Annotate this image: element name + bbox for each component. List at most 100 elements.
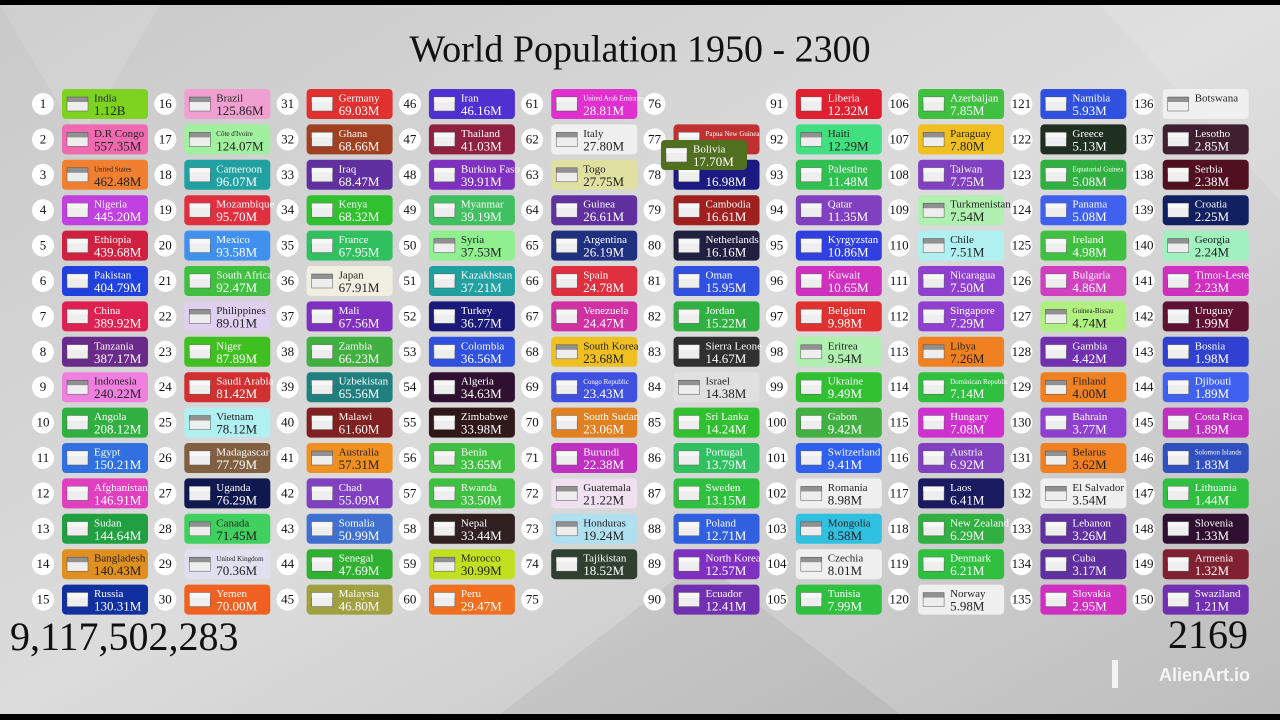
country-card: [551, 89, 638, 119]
population-value: 57.31M: [339, 457, 380, 472]
country-card: [551, 549, 638, 580]
flag-stripe: [800, 203, 822, 209]
country-name: Philippines: [216, 305, 266, 317]
rank-badge: [765, 340, 788, 363]
bg-shape: [0, 5, 160, 140]
flag-stripe: [311, 557, 333, 563]
country-name: South Africa: [216, 270, 272, 282]
rank-number: 80: [648, 238, 661, 253]
flag-stripe: [556, 486, 578, 492]
country-name: Swaziland: [1195, 588, 1241, 600]
population-value: 1.99M: [1195, 315, 1230, 330]
rank-number: 144: [1134, 379, 1154, 394]
rank-badge: [1010, 340, 1033, 363]
flag-stripe: [311, 274, 333, 279]
country-card: [795, 478, 882, 509]
rank-number: 113: [890, 344, 909, 359]
rank-number: 96: [770, 273, 784, 288]
rank-badge: [398, 553, 421, 576]
flag-stripe: [923, 451, 945, 456]
rank-number: 89: [648, 556, 661, 571]
rank-badge: [1010, 93, 1033, 115]
rank-number: 122: [1012, 131, 1032, 146]
country-card: [428, 478, 515, 509]
rank-badge: [276, 482, 299, 505]
country-name: Cambodia: [706, 199, 751, 211]
flag-stripe: [923, 97, 945, 102]
population-value: 70.36M: [216, 563, 257, 578]
country-name: Haiti: [828, 128, 850, 140]
rank-badge: [1010, 128, 1033, 151]
country-card: [1040, 230, 1127, 261]
country-card: [428, 159, 515, 190]
country-card: [62, 195, 148, 226]
flag-stripe: [433, 274, 455, 279]
flag-stripe: [189, 521, 211, 527]
rank-badge: [32, 411, 54, 434]
country-card: [918, 301, 1005, 332]
rank-badge: [643, 447, 666, 469]
rank-badge: [888, 553, 911, 576]
country-name: Singapore: [950, 305, 995, 317]
rank-badge: [888, 340, 911, 363]
country-name: Tanzania: [94, 340, 134, 352]
country-name: Poland: [706, 517, 737, 529]
country-card: [551, 513, 638, 544]
flag-stripe: [433, 380, 455, 386]
population-value: 125.86M: [216, 103, 264, 118]
country-card: [306, 443, 393, 473]
rank-badge: [276, 163, 299, 186]
rank-badge: [276, 447, 299, 469]
country-name: Laos: [950, 482, 971, 494]
flag-stripe: [1045, 486, 1067, 492]
rank-number: 61: [526, 96, 539, 111]
country-card: [1162, 549, 1249, 580]
flag-stripe: [1045, 309, 1067, 315]
flag-stripe: [67, 344, 88, 350]
country-card: [673, 549, 760, 580]
flag-stripe: [189, 486, 211, 492]
population-value: 404.79M: [94, 280, 142, 295]
rank-badge: [765, 447, 788, 469]
rank-number: 63: [526, 167, 539, 182]
country-name: Kuwait: [828, 270, 860, 282]
country-card: [551, 301, 638, 332]
flag-stripe: [923, 274, 945, 279]
population-value: 1.89M: [1195, 386, 1230, 401]
flag-stripe: [800, 592, 822, 598]
flag-stripe: [67, 486, 88, 492]
flag-stripe: [311, 344, 333, 350]
rank-badge: [643, 163, 666, 186]
country-card: [673, 407, 760, 438]
rank-badge: [1132, 163, 1155, 186]
country-name: Paraguay: [950, 128, 991, 140]
population-value: 47.69M: [339, 563, 380, 578]
population-value: 16.98M: [706, 174, 747, 189]
country-card: [795, 407, 882, 438]
rank-badge: [1132, 447, 1155, 469]
flag-stripe: [678, 415, 700, 421]
country-card: [551, 159, 638, 190]
population-value: 23.43M: [583, 386, 624, 401]
flag-stripe: [433, 344, 455, 350]
country-name: Costa Rica: [1195, 411, 1243, 423]
country-name: Panama: [1072, 199, 1107, 211]
rank-badge: [521, 376, 544, 399]
country-name: Guinea-Bissau: [1072, 307, 1114, 315]
country-name: Guatemala: [583, 482, 631, 494]
